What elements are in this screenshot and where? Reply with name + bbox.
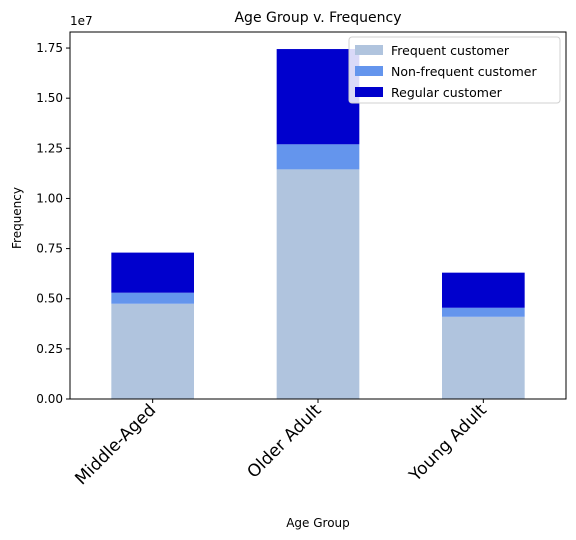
- y-axis-label: Frequency: [10, 187, 24, 249]
- legend-swatch: [355, 45, 383, 55]
- legend-label: Non-frequent customer: [391, 64, 537, 79]
- bar-non-frequent-customer-middle-aged: [111, 292, 194, 304]
- y-tick-label: 1.00: [36, 191, 63, 205]
- y-offset-label: 1e7: [70, 14, 93, 28]
- y-tick-label: 0.50: [36, 292, 63, 306]
- legend-swatch: [355, 87, 383, 97]
- axes-frame: [69, 31, 567, 400]
- y-tick-label: 0.25: [36, 342, 63, 356]
- bar-regular-customer-older-adult: [276, 49, 360, 145]
- x-tick-label: Middle-Aged: [71, 400, 160, 489]
- bar-frequent-customer-older-adult: [276, 169, 360, 399]
- bar-frequent-customer-middle-aged: [111, 303, 194, 399]
- bar-regular-customer-young-adult: [442, 272, 525, 308]
- bar-frequent-customer-young-adult: [442, 316, 525, 399]
- x-axis-label: Age Group: [286, 516, 350, 530]
- legend-label: Regular customer: [391, 85, 503, 100]
- y-tick-label: 1.50: [36, 91, 63, 105]
- bar-regular-customer-middle-aged: [111, 252, 194, 293]
- legend-label: Frequent customer: [391, 43, 510, 58]
- x-tick-label: Young Adult: [405, 400, 491, 486]
- legend-box: [348, 36, 561, 104]
- y-tick-label: 1.25: [36, 141, 63, 155]
- bar-non-frequent-customer-young-adult: [442, 307, 525, 317]
- y-tick-label: 0.75: [36, 242, 63, 256]
- y-tick-label: 0.00: [36, 392, 63, 406]
- x-tick-label: Older Adult: [243, 400, 325, 482]
- bar-non-frequent-customer-older-adult: [276, 144, 360, 170]
- y-tick-label: 1.75: [36, 41, 63, 55]
- chart-title: Age Group v. Frequency: [234, 10, 401, 26]
- plot-area: Middle-Aged Older Adult Young Adult 0.00 0.2…: [36, 31, 567, 489]
- legend-swatch: [355, 66, 383, 76]
